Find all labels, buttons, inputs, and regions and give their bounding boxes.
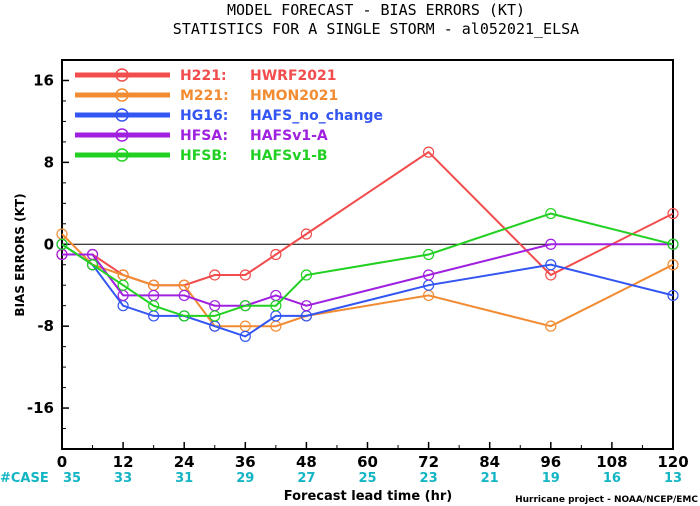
series-line	[61, 212, 674, 317]
data-point	[423, 248, 435, 261]
data-point	[209, 310, 221, 322]
data-point	[178, 310, 190, 322]
case-count: 31	[175, 471, 193, 486]
legend-item: M221: HMON2021	[75, 88, 338, 104]
x-tick-label: 24	[174, 453, 195, 471]
legend-name: HWRF2021	[250, 68, 336, 84]
x-tick-label: 96	[540, 453, 561, 471]
series-line	[62, 243, 673, 307]
case-counts: 35 33 31 29 27 25 23 21 19 16 13	[63, 471, 682, 486]
series-lines	[56, 146, 679, 342]
data-point	[300, 228, 312, 240]
y-tick-label: 8	[44, 153, 54, 171]
x-axis-label: Forecast lead time (hr)	[284, 489, 452, 504]
case-count: 16	[603, 471, 621, 486]
legend-code: HFSB:	[180, 148, 228, 164]
legend-item: HG16: HAFS_no_change	[75, 108, 383, 124]
legend-code: M221:	[180, 88, 229, 104]
data-point	[270, 300, 282, 312]
data-point	[667, 207, 679, 220]
data-point	[545, 207, 557, 220]
x-tick-label: 108	[596, 453, 627, 471]
legend-marker	[115, 148, 129, 162]
case-count: 27	[297, 471, 315, 486]
x-tick-label: 36	[235, 453, 256, 471]
data-point	[667, 289, 679, 302]
case-count: 21	[481, 471, 499, 486]
x-tick-label: 48	[296, 453, 317, 471]
legend-item: HFSA: HAFSv1-A	[75, 128, 328, 144]
data-point	[239, 300, 251, 312]
x-tick-label: 0	[57, 453, 67, 471]
case-count: 29	[236, 471, 254, 486]
legend-item: HFSB: HAFSv1-B	[75, 148, 328, 164]
x-tick-label: 72	[418, 453, 439, 471]
data-point	[270, 248, 282, 261]
data-point	[239, 330, 251, 342]
chart-subtitle: STATISTICS FOR A SINGLE STORM - al052021…	[173, 20, 579, 38]
x-axis-ticks: 0 12 24 36 48 60 72 84 96 108 120	[57, 442, 689, 471]
x-tick-label: 60	[357, 453, 378, 471]
case-label: #CASE	[0, 471, 49, 486]
data-point	[148, 300, 160, 312]
y-tick-label: 16	[33, 71, 54, 89]
legend-item: H221: HWRF2021	[75, 68, 336, 84]
y-axis-ticks: -16 -8 0 8 16	[27, 59, 69, 450]
case-count: 19	[542, 471, 560, 486]
series-line	[62, 150, 674, 287]
y-tick-label: -16	[27, 399, 54, 417]
data-point	[117, 279, 129, 291]
case-count: 23	[420, 471, 438, 486]
legend-name: HAFSv1-B	[250, 148, 328, 164]
legend-code: HG16:	[180, 108, 228, 124]
x-tick-label: 12	[113, 453, 134, 471]
data-point	[545, 320, 557, 332]
legend-name: HMON2021	[250, 88, 338, 104]
legend-marker	[115, 128, 129, 142]
legend-marker	[115, 108, 129, 122]
case-count: 35	[63, 471, 81, 486]
data-point	[209, 269, 221, 281]
data-point	[300, 300, 312, 312]
y-tick-label: -8	[37, 317, 54, 335]
credit-text: Hurricane project - NOAA/NCEP/EMC	[515, 495, 698, 505]
y-tick-label: 0	[44, 235, 54, 253]
chart-title: MODEL FORECAST - BIAS ERRORS (KT)	[227, 1, 525, 19]
legend-marker	[115, 88, 129, 102]
data-point	[86, 259, 99, 271]
legend-code: HFSA:	[180, 128, 228, 144]
legend-code: H221:	[180, 68, 227, 84]
case-count: 13	[664, 471, 682, 486]
data-point	[423, 269, 435, 281]
data-point	[423, 146, 435, 158]
data-point	[545, 238, 557, 250]
legend-name: HAFSv1-A	[250, 128, 328, 144]
x-tick-label: 120	[657, 453, 688, 471]
legend-marker	[115, 68, 129, 82]
y-axis-label: BIAS ERRORS (KT)	[13, 193, 27, 316]
case-count: 25	[358, 471, 376, 486]
data-point	[300, 269, 312, 281]
series-hfsb	[56, 207, 679, 322]
case-count: 33	[114, 471, 132, 486]
data-point	[667, 238, 679, 250]
series-h221	[56, 146, 679, 291]
data-point	[667, 259, 679, 271]
data-point	[56, 238, 68, 250]
series-line	[61, 243, 674, 338]
legend: H221: HWRF2021 M221: HMON2021 HG16: HAFS_no_c…	[75, 68, 383, 164]
x-tick-label: 84	[479, 453, 500, 471]
data-point	[239, 269, 251, 281]
data-point	[178, 289, 190, 302]
legend-name: HAFS_no_change	[250, 108, 383, 124]
data-point	[545, 259, 557, 271]
